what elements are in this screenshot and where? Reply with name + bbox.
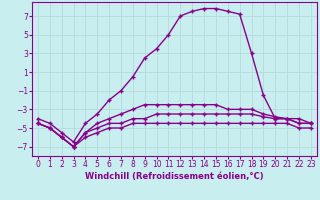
X-axis label: Windchill (Refroidissement éolien,°C): Windchill (Refroidissement éolien,°C) — [85, 172, 264, 181]
